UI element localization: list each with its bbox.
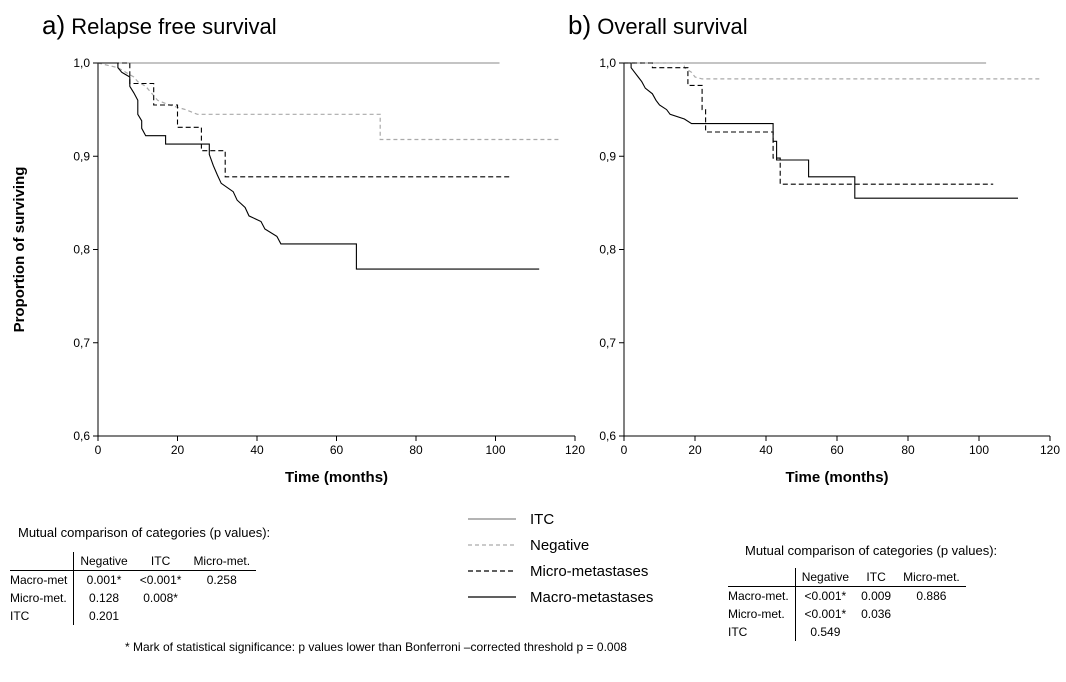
panel-a-x-tick-label: 20 bbox=[171, 443, 185, 457]
panel-a-title: a) Relapse free survival bbox=[42, 10, 277, 41]
legend-item: Macro-metastases bbox=[468, 584, 653, 610]
panel-b-series-negative bbox=[624, 62, 1040, 80]
panel-a-title-text: Relapse free survival bbox=[71, 14, 277, 39]
panel-a-x-axis-title: Time (months) bbox=[285, 469, 388, 486]
panel-b-table-cell: 0.549 bbox=[810, 625, 841, 639]
table-row: ITC 0.201 bbox=[10, 607, 256, 625]
panel-b-x-tick-label: 60 bbox=[830, 443, 844, 457]
panel-b-table-row-label: Micro-met. bbox=[728, 605, 796, 623]
panel-a-y-axis-title: Proportion of surviving bbox=[11, 167, 28, 333]
panel-b-table-cell bbox=[855, 623, 897, 641]
legend-swatch bbox=[468, 544, 516, 546]
panel-a-x-tick-label: 40 bbox=[250, 443, 264, 457]
panel-a-comparison-title: Mutual comparison of categories (p value… bbox=[18, 525, 271, 540]
panel-a-letter: a) bbox=[42, 10, 66, 40]
legend-swatch bbox=[468, 570, 516, 572]
panel-a-table-cell bbox=[134, 607, 188, 625]
panel-a-table-cell: <0.001* bbox=[139, 573, 182, 587]
panel-a-x-tick-label: 120 bbox=[565, 443, 585, 457]
panel-a-series-macro-metastases bbox=[98, 62, 540, 270]
panel-b-x-tick-label: 100 bbox=[969, 443, 989, 457]
panel-a-table-cell: 0.258 bbox=[206, 573, 237, 587]
panel-a-table-row-label: ITC bbox=[10, 607, 75, 625]
panel-b-x-tick-label: 0 bbox=[621, 443, 628, 457]
panel-b-title: b) Overall survival bbox=[568, 10, 748, 41]
panel-a-table-column-header: ITC bbox=[133, 552, 188, 571]
panel-a-table-cell: 0.001* bbox=[86, 573, 122, 587]
panel-b-table-cell: <0.001* bbox=[804, 589, 847, 603]
table-row: ITC 0.549 bbox=[728, 623, 966, 641]
panel-b-comparison-title: Mutual comparison of categories (p value… bbox=[745, 543, 998, 558]
panel-a-table-cell: 0.008* bbox=[143, 591, 178, 605]
panel-b-table-cell: 0.886 bbox=[916, 589, 947, 603]
table-row: Macro-met. <0.001* 0.009 0.886 bbox=[728, 586, 966, 605]
panel-b-x-tick-label: 80 bbox=[901, 443, 915, 457]
legend-item: ITC bbox=[468, 506, 653, 532]
panel-a-x-tick-label: 0 bbox=[95, 443, 102, 457]
panel-b-table-cell: 0.009 bbox=[861, 589, 892, 603]
panel-b-letter: b) bbox=[568, 10, 592, 40]
panel-a-table-corner bbox=[10, 552, 75, 571]
panel-b-x-tick-label: 20 bbox=[688, 443, 702, 457]
panel-a-pvalue-table: Negative ITC Micro-met. Macro-met 0.001* <0.0… bbox=[10, 552, 257, 625]
footnote: * Mark of statistical significance: p va… bbox=[125, 640, 627, 654]
panel-a-table-column-header: Negative bbox=[73, 552, 134, 571]
panel-a-series-negative bbox=[97, 62, 560, 141]
legend-item: Micro-metastases bbox=[468, 558, 653, 584]
panel-b-table-cell: 0.036 bbox=[861, 607, 892, 621]
table-row: Micro-met. <0.001* 0.036 bbox=[728, 605, 966, 623]
panel-a-table-cell bbox=[187, 589, 256, 607]
panel-a-table-cell: 0.201 bbox=[89, 609, 120, 623]
legend-swatch bbox=[468, 518, 516, 520]
panel-b-table-column-header: Negative bbox=[795, 568, 856, 587]
panel-b-x-axis-title: Time (months) bbox=[785, 469, 888, 486]
panel-b-table-cell bbox=[897, 623, 966, 641]
legend-label: ITC bbox=[530, 510, 555, 528]
panel-b-table-cell bbox=[897, 605, 966, 623]
panel-a-y-tick-label: 0,8 bbox=[73, 243, 90, 257]
panel-a-table-cell: 0.128 bbox=[89, 591, 120, 605]
panel-b-table-row-label: ITC bbox=[728, 623, 796, 641]
panel-a-table-row-label: Micro-met. bbox=[10, 589, 75, 607]
panel-b-series-micro-metastases bbox=[624, 62, 994, 185]
panel-a-x-tick-label: 100 bbox=[485, 443, 505, 457]
panel-b-x-tick-label: 40 bbox=[759, 443, 773, 457]
legend-label: Micro-metastases bbox=[530, 562, 649, 580]
panel-a-y-tick-label: 0,9 bbox=[73, 149, 90, 163]
panel-b-table-column-header: Micro-met. bbox=[897, 568, 966, 587]
panel-b-y-tick-label: 0,7 bbox=[599, 336, 616, 350]
panel-a-y-tick-label: 1,0 bbox=[73, 56, 90, 70]
panel-b-table-row-label: Macro-met. bbox=[728, 586, 796, 605]
legend-label: Negative bbox=[530, 536, 590, 554]
panel-a-x-tick-label: 80 bbox=[409, 443, 423, 457]
panel-a-table-column-header: Micro-met. bbox=[187, 552, 257, 571]
panel-a-y-tick-label: 0,6 bbox=[73, 429, 90, 443]
panel-a-table-cell bbox=[187, 607, 256, 625]
panel-b-y-tick-label: 0,6 bbox=[599, 429, 616, 443]
legend: ITC Negative Micro-metastases Macro-metasta… bbox=[468, 506, 653, 610]
legend-swatch bbox=[468, 596, 516, 598]
panel-b-y-tick-label: 1,0 bbox=[599, 56, 616, 70]
panel-b-y-tick-label: 0,8 bbox=[599, 243, 616, 257]
panel-b-table-column-header: ITC bbox=[855, 568, 898, 587]
panel-b-pvalue-table: Negative ITC Micro-met. Macro-met. <0.001* 0.… bbox=[728, 568, 966, 641]
panel-a-x-tick-label: 60 bbox=[330, 443, 344, 457]
table-row: Macro-met 0.001* <0.001* 0.258 bbox=[10, 570, 256, 589]
survival-charts: 0 20 40 60 80 100 120 0,6 0,7 0,8 0,9 1,0 Time (mont… bbox=[11, 56, 1060, 486]
panel-b-series-macro-metastases bbox=[624, 62, 1018, 199]
panel-b-x-tick-label: 120 bbox=[1040, 443, 1060, 457]
panel-a-series-micro-metastases bbox=[98, 62, 512, 178]
panel-b-table-cell: <0.001* bbox=[804, 607, 847, 621]
legend-item: Negative bbox=[468, 532, 653, 558]
panel-b-y-tick-label: 0,9 bbox=[599, 149, 616, 163]
panel-a-y-tick-label: 0,7 bbox=[73, 336, 90, 350]
panel-a-table-row-label: Macro-met bbox=[10, 570, 75, 589]
table-row: Micro-met. 0.128 0.008* bbox=[10, 589, 256, 607]
panel-b-table-corner bbox=[728, 568, 796, 587]
panel-b-title-text: Overall survival bbox=[597, 14, 748, 39]
legend-label: Macro-metastases bbox=[530, 588, 654, 606]
